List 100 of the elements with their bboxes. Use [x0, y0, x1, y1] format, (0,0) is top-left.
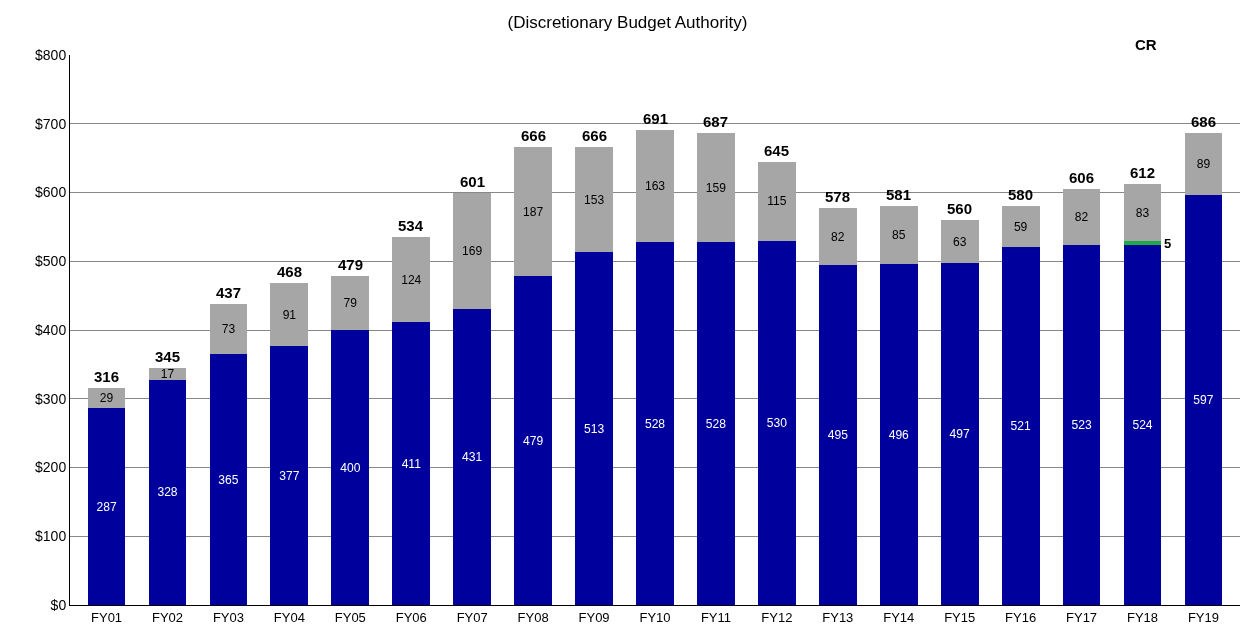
data-label: 63 [952, 234, 967, 249]
data-label: 29 [99, 390, 114, 405]
data-label: 528 [705, 416, 727, 431]
bar [209, 303, 248, 355]
y-tick-label: $800 [35, 46, 67, 63]
data-label: 82 [831, 229, 845, 244]
x-tick-label: FY04 [273, 609, 305, 625]
x-tick-label: FY10 [639, 609, 671, 625]
bar [1062, 189, 1101, 246]
y-tick-label: $300 [35, 390, 67, 407]
bar [575, 147, 613, 253]
bar [1001, 206, 1040, 247]
bar [331, 330, 370, 605]
y-tick-label: $700 [35, 115, 67, 132]
bar [940, 220, 979, 264]
bar [514, 147, 553, 276]
data-label: 169 [462, 243, 483, 258]
data-label: 115 [767, 194, 787, 209]
data-label: 5 [1164, 236, 1172, 251]
bar [270, 345, 309, 605]
bar [1123, 184, 1162, 242]
bar [209, 354, 248, 605]
data-label: 79 [343, 296, 358, 311]
y-tick-label: $500 [35, 253, 67, 270]
x-tick-label: FY18 [1126, 609, 1159, 625]
data-label: 159 [705, 180, 727, 195]
total-label: 580 [1008, 186, 1034, 203]
x-tick-label: FY17 [1066, 609, 1098, 625]
data-label: 83 [1135, 205, 1150, 220]
bar [879, 205, 918, 264]
bar [1184, 194, 1223, 605]
bar [1184, 133, 1223, 195]
data-label: 496 [888, 427, 910, 442]
bar [453, 308, 492, 605]
bar [1123, 241, 1162, 245]
data-label: 82 [1074, 210, 1089, 225]
total-label: 601 [460, 173, 486, 190]
x-tick-label: FY16 [1005, 609, 1037, 625]
data-label: 17 [160, 366, 175, 381]
y-tick-label: $400 [35, 321, 67, 338]
y-tick-label: $0 [50, 596, 67, 613]
x-tick-label: FY06 [395, 609, 427, 625]
data-label: 59 [1013, 219, 1028, 234]
bar [575, 252, 613, 605]
data-label: 524 [1132, 418, 1153, 433]
data-label: 73 [221, 322, 236, 337]
x-tick-label: FY09 [578, 609, 610, 625]
bar [697, 242, 735, 605]
data-label: 521 [1010, 419, 1031, 434]
data-label: 497 [949, 427, 971, 442]
total-label: 316 [94, 368, 120, 385]
data-label: 400 [340, 460, 361, 475]
data-label: 411 [401, 456, 422, 471]
bar [636, 129, 674, 242]
total-label: 691 [643, 110, 669, 127]
data-label: 124 [401, 273, 422, 287]
x-tick-label: FY14 [883, 609, 915, 625]
y-tick-label: $100 [35, 528, 67, 545]
x-tick-label: FY08 [517, 609, 549, 625]
bar [757, 240, 796, 605]
data-label: 91 [282, 307, 297, 322]
bar [636, 242, 674, 605]
total-label: 578 [825, 188, 851, 205]
data-label: 85 [892, 227, 906, 242]
data-label: 431 [462, 450, 483, 465]
data-label: 153 [583, 192, 605, 207]
bar [879, 264, 918, 605]
data-label: 365 [218, 472, 239, 487]
data-label: 163 [644, 179, 666, 194]
bar [453, 192, 492, 309]
chart-title: (Discretionary Budget Authority) [507, 12, 748, 32]
x-tick-label: FY07 [456, 609, 488, 625]
data-label: 328 [157, 485, 178, 500]
total-label: 606 [1069, 169, 1095, 186]
total-label: 468 [277, 263, 303, 280]
bar [818, 208, 857, 265]
y-tick-label: $600 [35, 184, 67, 201]
x-tick-label: FY19 [1187, 609, 1219, 625]
data-label: 495 [827, 428, 849, 443]
total-label: 645 [764, 142, 790, 159]
bar [940, 263, 979, 605]
total-label: 612 [1130, 164, 1156, 181]
total-label: 666 [582, 127, 608, 144]
bar [87, 407, 126, 605]
bar [697, 132, 735, 242]
data-label: 528 [644, 416, 666, 431]
data-label: 479 [523, 433, 544, 448]
bar [1001, 246, 1040, 605]
x-tick-label: FY01 [91, 609, 123, 625]
total-label: 560 [947, 200, 973, 217]
bar [331, 275, 370, 330]
data-label: 523 [1071, 418, 1092, 433]
bar [818, 264, 857, 605]
bar [1062, 245, 1101, 605]
bar [392, 322, 431, 605]
bar [514, 275, 553, 605]
data-label: 530 [766, 416, 788, 430]
data-label: 513 [583, 421, 605, 436]
x-tick-label: FY05 [334, 609, 366, 625]
text: CR [1135, 36, 1157, 53]
